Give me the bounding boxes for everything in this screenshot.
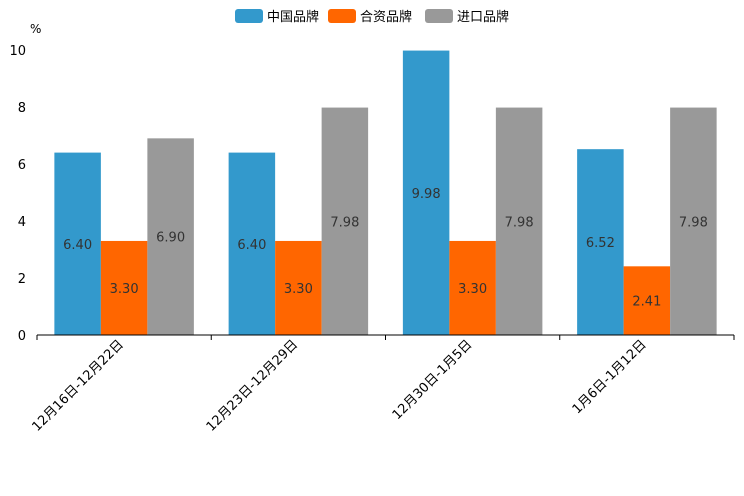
legend-item[interactable]: 进口品牌 <box>425 9 509 25</box>
bar[interactable] <box>100 240 148 335</box>
legend-swatch <box>328 9 356 23</box>
bar[interactable] <box>449 240 496 335</box>
bar-value-label: 3.30 <box>284 282 313 297</box>
bar[interactable] <box>321 107 369 335</box>
bar-value-label: 7.98 <box>679 215 708 230</box>
bar-value-label: 6.40 <box>237 238 266 253</box>
bar[interactable] <box>495 107 543 335</box>
bar[interactable] <box>275 240 322 335</box>
bar-value-label: 7.98 <box>330 215 359 230</box>
legend-label: 中国品牌 <box>267 9 319 25</box>
legend-label: 进口品牌 <box>457 9 509 25</box>
bar[interactable] <box>228 152 276 335</box>
x-axis: 12月16日-12月22日 12月23日-12月29日 12月30日-1月5日 1月6… <box>29 334 735 435</box>
bar[interactable] <box>54 152 101 335</box>
y-tick-label: 2 <box>18 272 26 287</box>
legend-swatch <box>425 9 453 23</box>
legend: 中国品牌 合资品牌 进口品牌 <box>235 9 509 25</box>
bar-value-label: 3.30 <box>458 282 487 297</box>
y-tick-label: 0 <box>18 329 26 344</box>
data-labels: 6.40 3.30 6.90 6.40 3.30 7.98 9.98 3.30 7.98 6.52… <box>63 187 708 310</box>
bar[interactable] <box>147 138 194 335</box>
x-tick-label: 1月6日-1月12日 <box>570 337 650 417</box>
bar[interactable] <box>670 107 717 335</box>
y-axis: 0 2 4 6 8 10 <box>9 44 26 344</box>
legend-item[interactable]: 中国品牌 <box>235 9 319 25</box>
x-tick-label: 12月30日-1月5日 <box>390 337 476 423</box>
legend-swatch <box>235 9 263 23</box>
bar-value-label: 6.90 <box>156 231 185 246</box>
y-tick-label: 4 <box>18 215 26 230</box>
x-tick-label: 12月16日-12月22日 <box>29 337 126 434</box>
bar-value-label: 9.98 <box>412 187 441 202</box>
y-axis-unit-label: % <box>30 22 41 36</box>
bar[interactable] <box>402 50 450 335</box>
bar-value-label: 3.30 <box>110 282 139 297</box>
legend-item[interactable]: 合资品牌 <box>328 9 412 25</box>
bar-value-label: 6.40 <box>63 238 92 253</box>
bar[interactable] <box>577 149 624 335</box>
x-tick-label: 12月23日-12月29日 <box>204 337 301 434</box>
legend-label: 合资品牌 <box>360 9 412 25</box>
y-tick-label: 8 <box>18 101 26 116</box>
bars <box>54 50 717 335</box>
y-tick-label: 6 <box>18 158 26 173</box>
bar-value-label: 7.98 <box>505 215 534 230</box>
y-tick-label: 10 <box>9 44 26 59</box>
bar[interactable] <box>623 266 671 335</box>
bar-value-label: 2.41 <box>632 295 661 310</box>
bar-value-label: 6.52 <box>586 236 615 251</box>
